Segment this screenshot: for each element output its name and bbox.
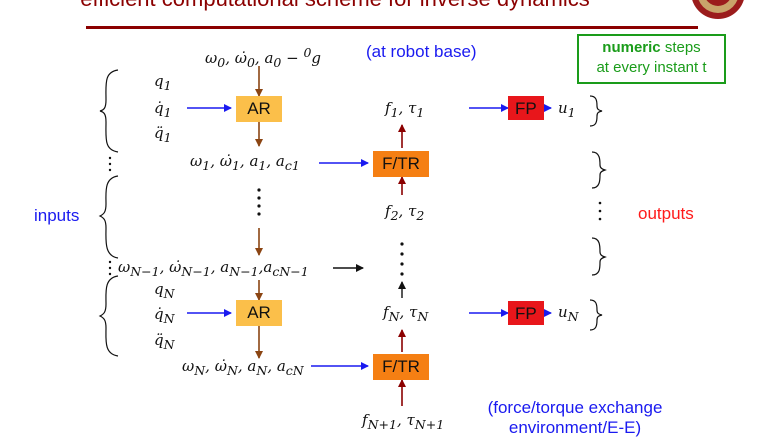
qN-label: qN — [154, 280, 175, 301]
university-seal-icon — [692, 0, 744, 19]
brace-inputs — [98, 175, 119, 259]
brace-uN — [589, 299, 603, 331]
qddN-label: q̈N — [154, 331, 175, 352]
qd1-label: q̇1 — [154, 99, 172, 120]
wN1-state: ωN−1, ω̇N−1, aN−1,acN−1 — [118, 258, 309, 279]
qdd1-label: q̈1 — [154, 124, 172, 145]
brace-right-lower — [591, 237, 607, 276]
f2-label: f2, τ2 — [385, 202, 425, 223]
brace-right-upper — [591, 151, 607, 189]
inputs-label: inputs — [34, 206, 80, 225]
exchange-line1: (force/torque exchange — [487, 398, 663, 417]
brace-linkN-inputs — [98, 275, 119, 357]
ar-block-1: AR — [236, 96, 282, 122]
u1-label: u1 — [558, 99, 576, 120]
brace-link1-inputs — [99, 69, 119, 153]
brace-u1 — [589, 95, 603, 127]
qdN-label: q̇N — [154, 305, 175, 326]
outputs-label: outputs — [638, 204, 694, 223]
note-line2: at every instant t — [596, 59, 707, 76]
q1-label: q1 — [154, 72, 172, 93]
note-rest: steps — [660, 39, 701, 56]
ar-block-N: AR — [236, 300, 282, 326]
note-bold: numeric — [602, 39, 661, 56]
fN1-label: fN+1, τN+1 — [362, 411, 445, 432]
ftr-block-N: F/TR — [373, 354, 429, 380]
numeric-steps-note: numeric steps at every instant t — [577, 34, 726, 84]
fp-label-1: FP — [515, 99, 537, 118]
fN-label: fN, τN — [383, 303, 429, 324]
fp-label-N: FP — [515, 304, 537, 323]
fp-block-1: FP — [508, 96, 544, 120]
ftr-block-1: F/TR — [373, 151, 429, 177]
slide-title: efficient computational scheme for inver… — [0, 0, 670, 12]
wN-state: ωN, ω̇N, aN, acN — [182, 357, 304, 378]
uN-label: uN — [558, 303, 579, 324]
title-rule — [86, 26, 698, 29]
f1-label: f1, τ1 — [385, 99, 425, 120]
base-state: ω0, ω̇0, a0 − 0g — [205, 45, 322, 70]
w1-state: ω1, ω̇1, a1, ac1 — [190, 152, 300, 173]
exchange-line2: environment/E-E) — [508, 418, 642, 437]
fp-block-N: FP — [508, 301, 544, 325]
exchange-note: (force/torque exchange environment/E-E) — [466, 398, 684, 438]
base-note: (at robot base) — [366, 42, 477, 61]
